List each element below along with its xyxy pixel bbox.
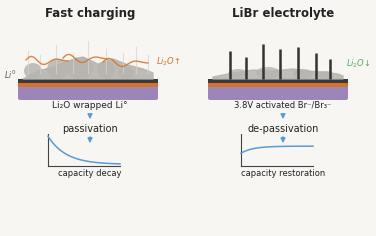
Bar bbox=[18, 83, 158, 87]
Bar bbox=[18, 79, 158, 83]
Ellipse shape bbox=[228, 69, 248, 79]
Bar bbox=[208, 83, 348, 87]
Ellipse shape bbox=[97, 61, 115, 79]
Ellipse shape bbox=[24, 63, 42, 79]
Text: capacity restoration: capacity restoration bbox=[241, 169, 325, 178]
Ellipse shape bbox=[118, 67, 134, 79]
FancyBboxPatch shape bbox=[18, 85, 158, 100]
Text: Li₂O wrapped Li°: Li₂O wrapped Li° bbox=[52, 101, 128, 110]
Ellipse shape bbox=[256, 67, 280, 79]
Ellipse shape bbox=[318, 71, 334, 79]
Ellipse shape bbox=[293, 69, 313, 79]
Text: $Li^0$: $Li^0$ bbox=[4, 69, 16, 81]
FancyBboxPatch shape bbox=[208, 85, 348, 100]
Text: de-passivation: de-passivation bbox=[247, 124, 319, 134]
Ellipse shape bbox=[47, 59, 69, 79]
Text: LiBr electrolyte: LiBr electrolyte bbox=[232, 7, 334, 20]
Text: Fast charging: Fast charging bbox=[45, 7, 135, 20]
Text: capacity decay: capacity decay bbox=[58, 169, 122, 178]
Bar bbox=[208, 79, 348, 83]
Text: $Li_2O$↑: $Li_2O$↑ bbox=[156, 56, 181, 68]
Polygon shape bbox=[23, 57, 153, 79]
Text: $Li_2O$↓: $Li_2O$↓ bbox=[346, 58, 371, 70]
Text: 3.8V activated Br⁻/Br₃⁻: 3.8V activated Br⁻/Br₃⁻ bbox=[234, 101, 332, 110]
Text: passivation: passivation bbox=[62, 124, 118, 134]
Polygon shape bbox=[213, 69, 343, 79]
Ellipse shape bbox=[67, 57, 93, 79]
